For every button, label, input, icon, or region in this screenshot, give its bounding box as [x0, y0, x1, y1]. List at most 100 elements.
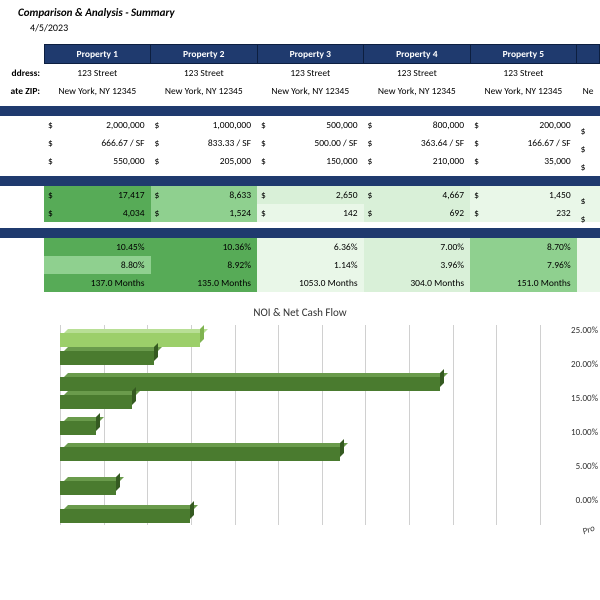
gridline	[365, 325, 366, 525]
gridline	[278, 325, 279, 525]
gridline	[409, 325, 410, 525]
header-row: Property 1 Property 2 Property 3 Propert…	[0, 45, 600, 64]
y2-tick: 15.00%	[571, 393, 598, 404]
gridline	[496, 325, 497, 525]
table-row: 8.80% 8.92% 1.14% 3.96% 7.96%	[0, 256, 600, 274]
table-row: 137.0 Months 135.0 Months 1053.0 Months …	[0, 274, 600, 292]
cell: 8.70%	[470, 238, 577, 256]
gridline	[191, 325, 192, 525]
cell: New York, NY 12345	[44, 82, 151, 100]
chart-title: NOI & Net Cash Flow	[0, 306, 600, 319]
col-header: Property 5	[470, 45, 577, 64]
cell: $1,450	[470, 186, 577, 204]
table-row: $2,000,000 $1,000,000 $500,000 $800,000 …	[0, 116, 600, 134]
cell: 123 Street	[44, 64, 151, 83]
chart-bar	[60, 447, 340, 461]
cell: $1,524	[151, 204, 258, 222]
cell: New York, NY 12345	[364, 82, 471, 100]
gridline	[540, 325, 541, 525]
col-header: Property 4	[364, 45, 471, 64]
cell: $	[577, 204, 600, 222]
cell: $210,000	[364, 152, 471, 170]
chart-bar	[60, 377, 440, 391]
cell: 123 Street	[364, 64, 471, 83]
cell: $	[577, 186, 600, 204]
y2-tick: 0.00%	[576, 495, 598, 506]
cell: 123 Street	[470, 64, 577, 83]
cell: $800,000	[364, 116, 471, 134]
cell: 7.00%	[364, 238, 471, 256]
zip-row: ate ZIP: New York, NY 12345 New York, NY…	[0, 82, 600, 100]
cell: 1053.0 Months	[257, 274, 364, 292]
section-divider	[0, 106, 600, 116]
cell: $2,000,000	[44, 116, 151, 134]
cell: $500,000	[257, 116, 364, 134]
y2-tick: 5.00%	[576, 461, 598, 472]
gridline	[322, 325, 323, 525]
cell: $692	[364, 204, 471, 222]
comparison-table: Property 1 Property 2 Property 3 Propert…	[0, 44, 600, 292]
y2-tick: 10.00%	[571, 427, 598, 438]
y2-tick: 20.00%	[571, 359, 598, 370]
gridline	[453, 325, 454, 525]
address-row: ddress: 123 Street 123 Street 123 Street…	[0, 64, 600, 83]
report-date: 4/5/2023	[18, 21, 600, 34]
cell: $833.33 / SF	[151, 134, 258, 152]
chart-bar	[60, 421, 96, 435]
cell: 10.45%	[44, 238, 151, 256]
cell: $	[577, 134, 600, 152]
cell: 7.96%	[470, 256, 577, 274]
cell: $	[577, 152, 600, 170]
row-label: ddress:	[0, 64, 44, 83]
table-row: $550,000 $205,000 $150,000 $210,000 $35,…	[0, 152, 600, 170]
cell: $	[577, 116, 600, 134]
cell: 151.0 Months	[470, 274, 577, 292]
cell: 10.36%	[151, 238, 258, 256]
noi-chart: 25.00%20.00%15.00%10.00%5.00%0.00% Pro	[0, 325, 600, 535]
cell: $17,417	[44, 186, 151, 204]
cell: $35,000	[470, 152, 577, 170]
cell: $232	[470, 204, 577, 222]
cell: $166.67 / SF	[470, 134, 577, 152]
col-header: Property 3	[257, 45, 364, 64]
cell: $8,633	[151, 186, 258, 204]
chart-bar	[60, 481, 116, 495]
chart-bar	[60, 333, 200, 347]
cell: New York, NY 12345	[257, 82, 364, 100]
cell: 6.36%	[257, 238, 364, 256]
cell: $4,667	[364, 186, 471, 204]
cell: 1.14%	[257, 256, 364, 274]
cell: 8.80%	[44, 256, 151, 274]
table-row: $4,034 $1,524 $142 $692 $232 $	[0, 204, 600, 222]
cell: $500.00 / SF	[257, 134, 364, 152]
cell: 8.92%	[151, 256, 258, 274]
cell: $200,000	[470, 116, 577, 134]
chart-bar	[60, 395, 132, 409]
col-header: Property 2	[151, 45, 258, 64]
cell: 3.96%	[364, 256, 471, 274]
table-row: $666.67 / SF $833.33 / SF $500.00 / SF $…	[0, 134, 600, 152]
table-row: $17,417 $8,633 $2,650 $4,667 $1,450 $	[0, 186, 600, 204]
cell: $666.67 / SF	[44, 134, 151, 152]
page-title: Comparison & Analysis - Summary	[18, 6, 600, 19]
section-divider	[0, 176, 600, 186]
gridline	[235, 325, 236, 525]
cell: $2,650	[257, 186, 364, 204]
chart-bar	[60, 509, 190, 523]
cell: 123 Street	[257, 64, 364, 83]
table-row: 10.45% 10.36% 6.36% 7.00% 8.70%	[0, 238, 600, 256]
col-header: Property 1	[44, 45, 151, 64]
cell: $363.64 / SF	[364, 134, 471, 152]
section-divider	[0, 228, 600, 238]
cell: $205,000	[151, 152, 258, 170]
cell: $550,000	[44, 152, 151, 170]
cell: 135.0 Months	[151, 274, 258, 292]
row-label: ate ZIP:	[0, 82, 44, 100]
cell: New York, NY 12345	[151, 82, 258, 100]
cell: $142	[257, 204, 364, 222]
axis-label-fragment: Pro	[581, 523, 596, 538]
cell: $150,000	[257, 152, 364, 170]
cell: 137.0 Months	[44, 274, 151, 292]
chart-bar	[60, 351, 154, 365]
cell: 123 Street	[151, 64, 258, 83]
